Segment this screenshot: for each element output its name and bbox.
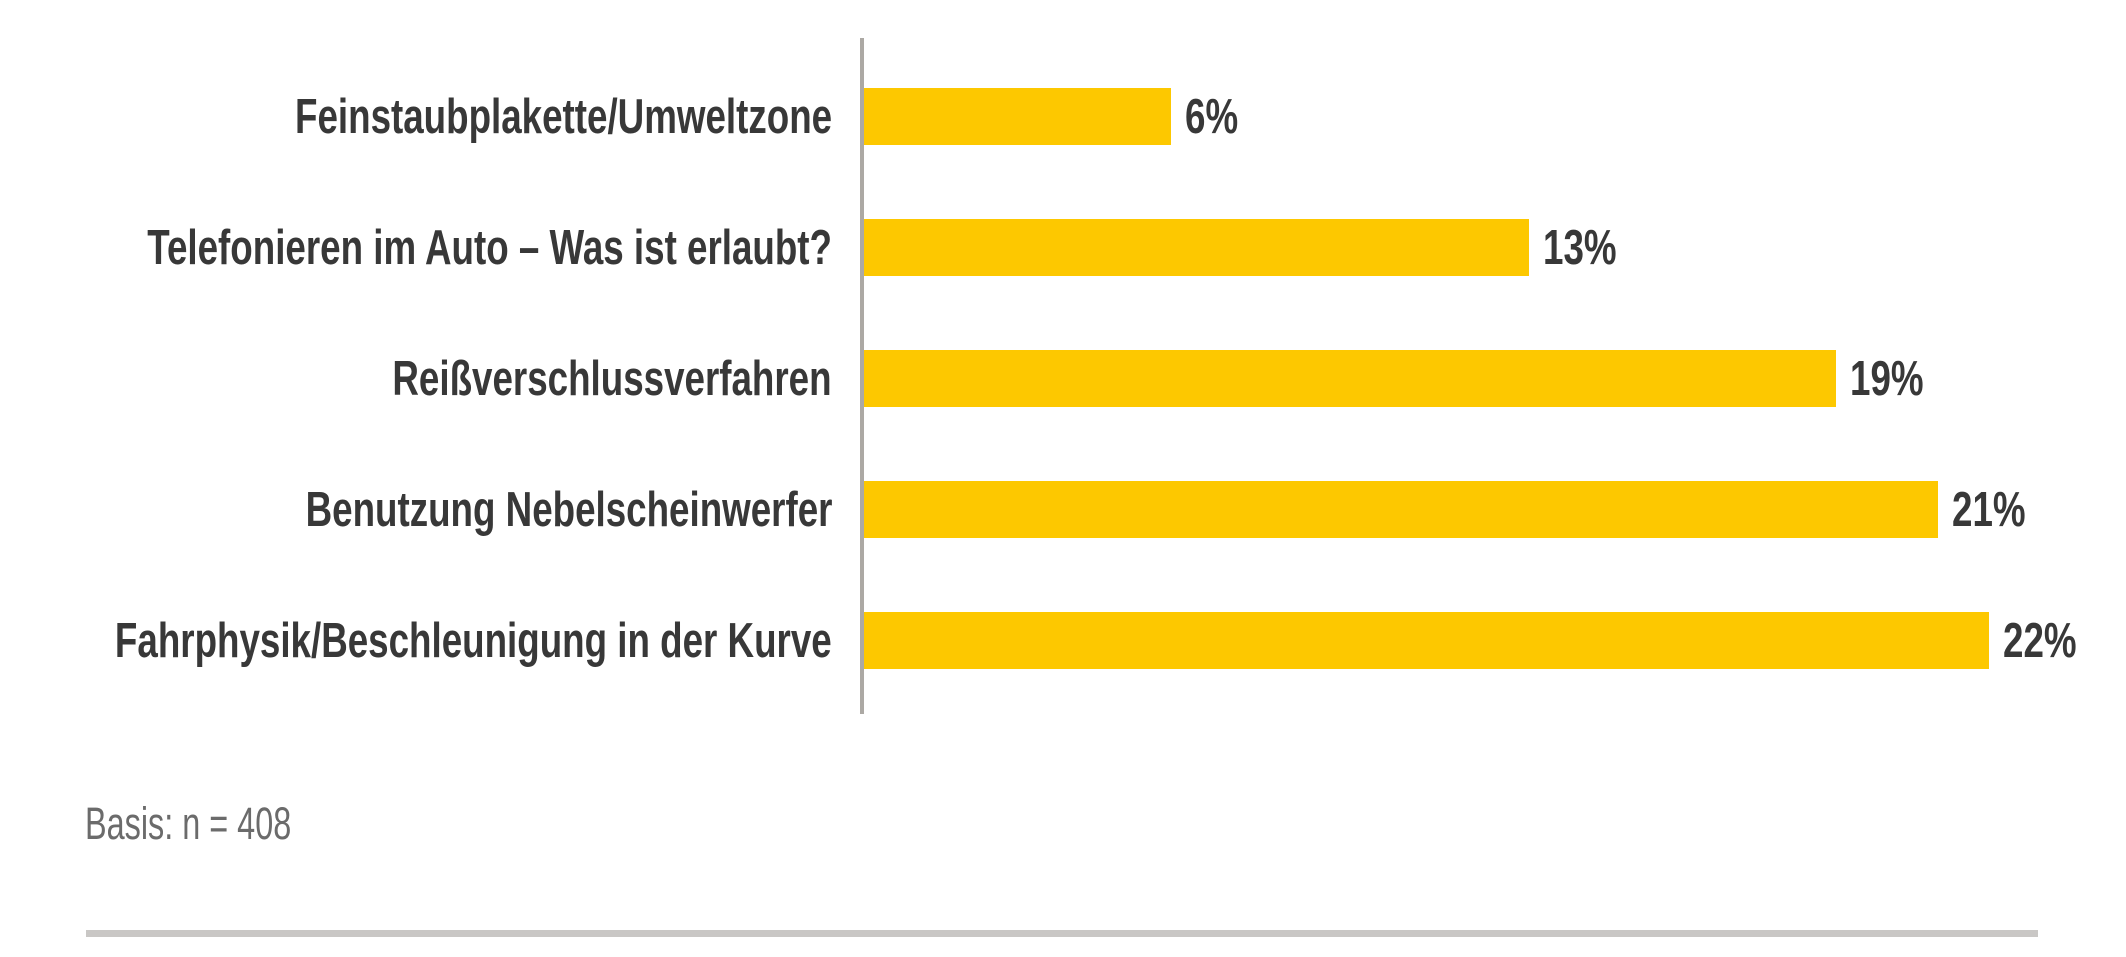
bar	[864, 481, 1938, 538]
value-label: 22%	[2003, 612, 2101, 669]
category-label: Reißverschlussverfahren	[0, 350, 832, 407]
value-label-text: 21%	[1952, 482, 2026, 537]
value-label-text: 13%	[1543, 220, 1617, 275]
category-label-text: Reißverschlussverfahren	[392, 351, 832, 406]
bar	[864, 612, 1989, 669]
category-axis-line	[860, 38, 864, 714]
bottom-divider	[86, 930, 2038, 937]
value-label: 13%	[1543, 219, 1641, 276]
value-label: 6%	[1185, 88, 1256, 145]
bar-row: Telefonieren im Auto – Was ist erlaubt? 1…	[0, 219, 2126, 276]
category-label: Telefonieren im Auto – Was ist erlaubt?	[0, 219, 832, 276]
category-label-text: Benutzung Nebelscheinwerfer	[305, 482, 832, 537]
bar-row: Feinstaubplakette/Umweltzone 6%	[0, 88, 2126, 145]
bar-row: Fahrphysik/Beschleunigung in der Kurve 22…	[0, 612, 2126, 669]
category-label: Benutzung Nebelscheinwerfer	[0, 481, 832, 538]
category-label: Fahrphysik/Beschleunigung in der Kurve	[0, 612, 832, 669]
value-label-text: 6%	[1185, 89, 1239, 144]
category-label: Feinstaubplakette/Umweltzone	[0, 88, 832, 145]
value-label-text: 19%	[1850, 351, 1924, 406]
category-label-text: Feinstaubplakette/Umweltzone	[294, 89, 832, 144]
bar-row: Reißverschlussverfahren 19%	[0, 350, 2126, 407]
value-label: 21%	[1952, 481, 2050, 538]
value-label: 19%	[1850, 350, 1948, 407]
bar	[864, 88, 1171, 145]
basis-note: Basis: n = 408	[85, 798, 371, 849]
bar-row: Benutzung Nebelscheinwerfer 21%	[0, 481, 2126, 538]
value-label-text: 22%	[2003, 613, 2077, 668]
category-label-text: Fahrphysik/Beschleunigung in der Kurve	[115, 613, 832, 668]
bar	[864, 219, 1529, 276]
category-label-text: Telefonieren im Auto – Was ist erlaubt?	[147, 220, 832, 275]
basis-note-text: Basis: n = 408	[85, 798, 292, 849]
bar	[864, 350, 1836, 407]
